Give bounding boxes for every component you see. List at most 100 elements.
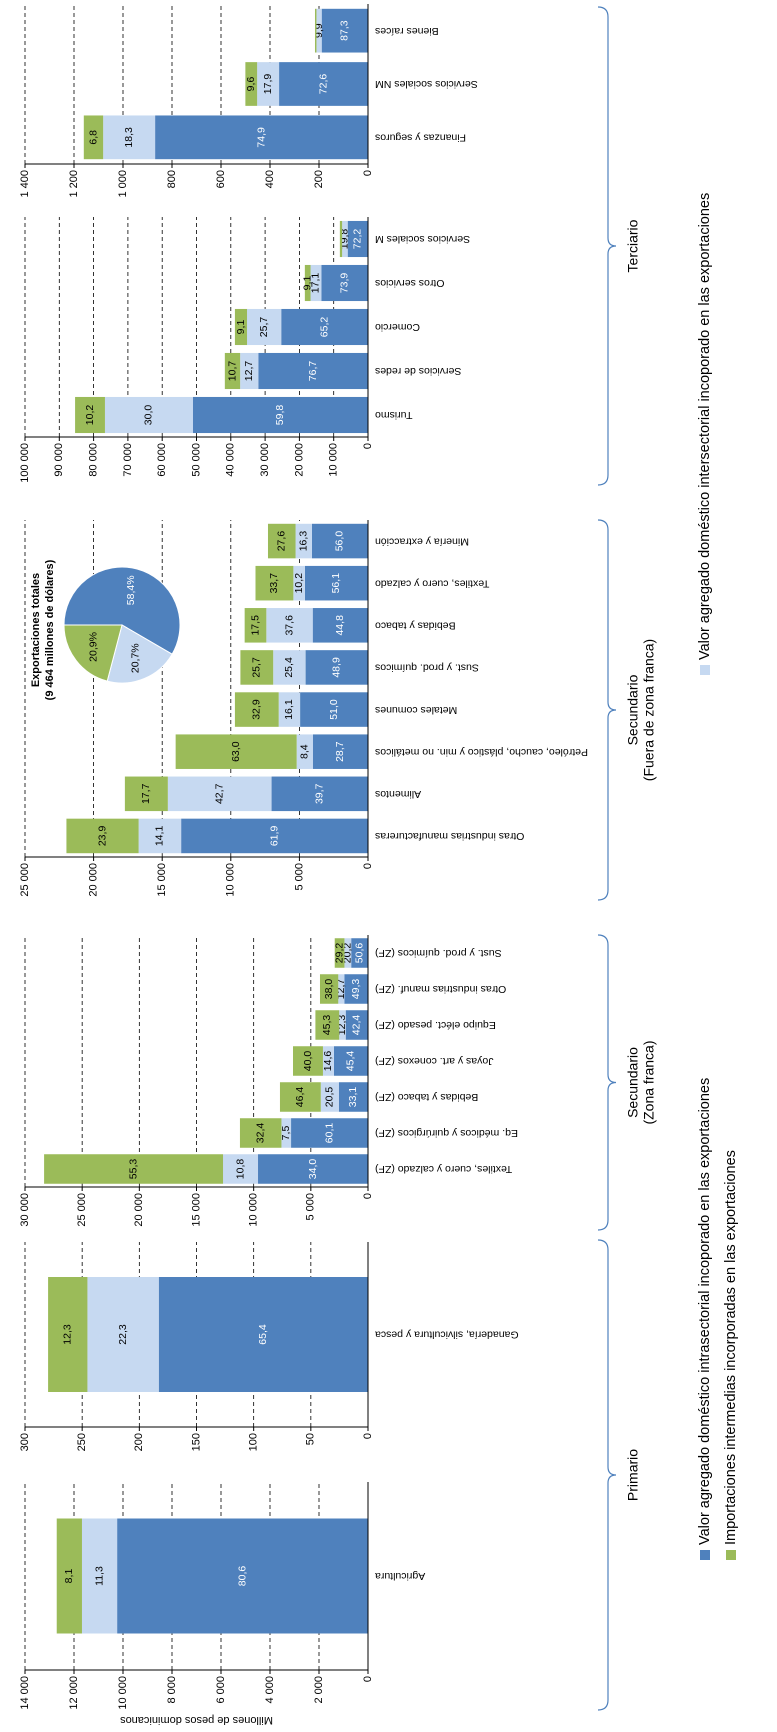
data-label: 17,7 bbox=[140, 783, 152, 804]
x-tick-label: Textiles, cuero y calzado bbox=[375, 577, 490, 589]
x-tick-label: Finanzas y seguros bbox=[375, 132, 466, 144]
data-label: 65,4 bbox=[257, 1324, 269, 1345]
bar-segment bbox=[257, 62, 280, 106]
y-tick-label: 30 000 bbox=[259, 443, 271, 477]
data-label: 10,7 bbox=[226, 361, 238, 382]
bar-segment bbox=[281, 308, 369, 346]
bar-segment bbox=[234, 308, 248, 346]
bar-segment bbox=[344, 974, 369, 1004]
data-label: 49,3 bbox=[350, 979, 362, 1000]
bar-segment bbox=[81, 1518, 118, 1634]
bar-segment bbox=[245, 62, 258, 106]
data-label: 7,5 bbox=[280, 1126, 292, 1141]
legend-swatch bbox=[700, 665, 710, 675]
data-label: 6,8 bbox=[87, 130, 99, 145]
bar-segment bbox=[240, 650, 274, 685]
bar-segment bbox=[138, 818, 182, 854]
y-tick-label: 90 000 bbox=[53, 443, 65, 477]
x-tick-label: Minería y extracción bbox=[375, 535, 469, 547]
y-tick-label: 1 200 bbox=[68, 170, 80, 198]
data-label: 23,9 bbox=[96, 826, 108, 847]
bar-segment bbox=[258, 352, 368, 390]
bar-segment bbox=[75, 396, 105, 434]
bar-segment bbox=[310, 264, 322, 302]
bar-segment bbox=[312, 734, 369, 769]
y-tick-label: 2 000 bbox=[313, 1676, 325, 1704]
y-tick-label: 12 000 bbox=[68, 1676, 80, 1710]
y-tick-label: 1 400 bbox=[19, 170, 31, 198]
bar-segment bbox=[321, 264, 368, 302]
group-bracket bbox=[597, 1239, 617, 1711]
data-label: 30,0 bbox=[143, 405, 155, 426]
landscape-layer: Millones de pesos dominicanos 0 2 000 4 000… bbox=[19, 4, 739, 1726]
data-label: 27,6 bbox=[276, 531, 288, 552]
x-tick-label: Comercio bbox=[375, 321, 420, 333]
y-tick-label: 4 000 bbox=[264, 1676, 276, 1704]
y-tick-label: 0 bbox=[362, 1433, 374, 1439]
data-label: 55,3 bbox=[127, 1159, 139, 1180]
x-tick-label: Sust. y prod. químicos bbox=[375, 662, 479, 674]
data-label: 22,3 bbox=[117, 1324, 129, 1345]
data-label: 28,7 bbox=[334, 741, 346, 762]
y-tick-label: 600 bbox=[215, 170, 227, 188]
bar-segment bbox=[312, 608, 369, 643]
x-tick-label: Otras industrias manufactureras bbox=[375, 830, 524, 842]
y-tick-label: 40 000 bbox=[225, 443, 237, 477]
data-label: 37,6 bbox=[283, 615, 295, 636]
x-tick-label: Eq. médicos y quirúrgicos (ZF) bbox=[375, 1127, 518, 1139]
bar-segment bbox=[104, 396, 193, 434]
pie-slice bbox=[63, 566, 181, 655]
x-tick-label: Sust. y prod. químicos (ZF) bbox=[375, 947, 502, 959]
bar-segment bbox=[300, 692, 368, 727]
y-tick-label: 0 bbox=[362, 443, 374, 449]
data-label: 74,9 bbox=[255, 127, 267, 148]
bar-segment bbox=[339, 220, 343, 258]
bar-segment bbox=[266, 608, 313, 643]
data-label: 34,0 bbox=[307, 1159, 319, 1180]
y-tick-label: 800 bbox=[166, 170, 178, 188]
bar-segment bbox=[192, 396, 368, 434]
data-label: 14,6 bbox=[322, 1051, 334, 1072]
y-tick-label: 200 bbox=[133, 1433, 145, 1451]
bar-segment bbox=[158, 1277, 368, 1392]
bar-segment bbox=[338, 974, 345, 1004]
pie-slice bbox=[106, 624, 173, 684]
data-label: 60,1 bbox=[323, 1123, 335, 1144]
data-label: 33,7 bbox=[268, 573, 280, 594]
data-label: 73,9 bbox=[338, 273, 350, 294]
x-tick-label: Servicios sociales M bbox=[375, 233, 470, 245]
y-tick-label: 5 000 bbox=[305, 1193, 317, 1221]
bar-segment bbox=[334, 938, 345, 968]
y-tick-label: 20 000 bbox=[293, 443, 305, 477]
y-tick-label: 10 000 bbox=[248, 1193, 260, 1227]
bar-segment bbox=[321, 8, 369, 53]
y-tick-label: 0 bbox=[362, 170, 374, 176]
data-label: 44,8 bbox=[334, 615, 346, 636]
data-label: 48,9 bbox=[331, 657, 343, 678]
y-tick-label: 30 000 bbox=[19, 1193, 31, 1227]
bar-segment bbox=[258, 1154, 368, 1184]
bar-segment bbox=[339, 1010, 346, 1040]
data-label: 9,9 bbox=[313, 23, 325, 38]
y-tick-label: 0 bbox=[362, 1193, 374, 1199]
data-label: 25,7 bbox=[251, 657, 263, 678]
pie-label: 58,4% bbox=[125, 575, 137, 605]
legend-swatch bbox=[700, 1550, 710, 1560]
bar-segment bbox=[295, 523, 312, 559]
data-label: 14,1 bbox=[154, 826, 166, 847]
bar-segment bbox=[56, 1518, 82, 1634]
bar-segment bbox=[315, 1010, 340, 1040]
data-label: 42,7 bbox=[213, 783, 225, 804]
y-tick-label: 0 bbox=[362, 863, 374, 869]
y-tick-label: 50 000 bbox=[190, 443, 202, 477]
bar-segment bbox=[281, 1118, 292, 1148]
bar-segment bbox=[175, 734, 297, 769]
bar-segment bbox=[44, 1154, 224, 1184]
x-tick-label: Agricultura bbox=[375, 1570, 425, 1582]
x-tick-label: Otras industrias manuf. (ZF) bbox=[375, 983, 506, 995]
y-tick-label: 80 000 bbox=[88, 443, 100, 477]
data-label: 50,6 bbox=[353, 943, 365, 964]
bar-segment bbox=[320, 1082, 339, 1112]
data-label: 9,1 bbox=[235, 320, 247, 335]
x-tick-label: Bienes raíces bbox=[375, 25, 439, 37]
